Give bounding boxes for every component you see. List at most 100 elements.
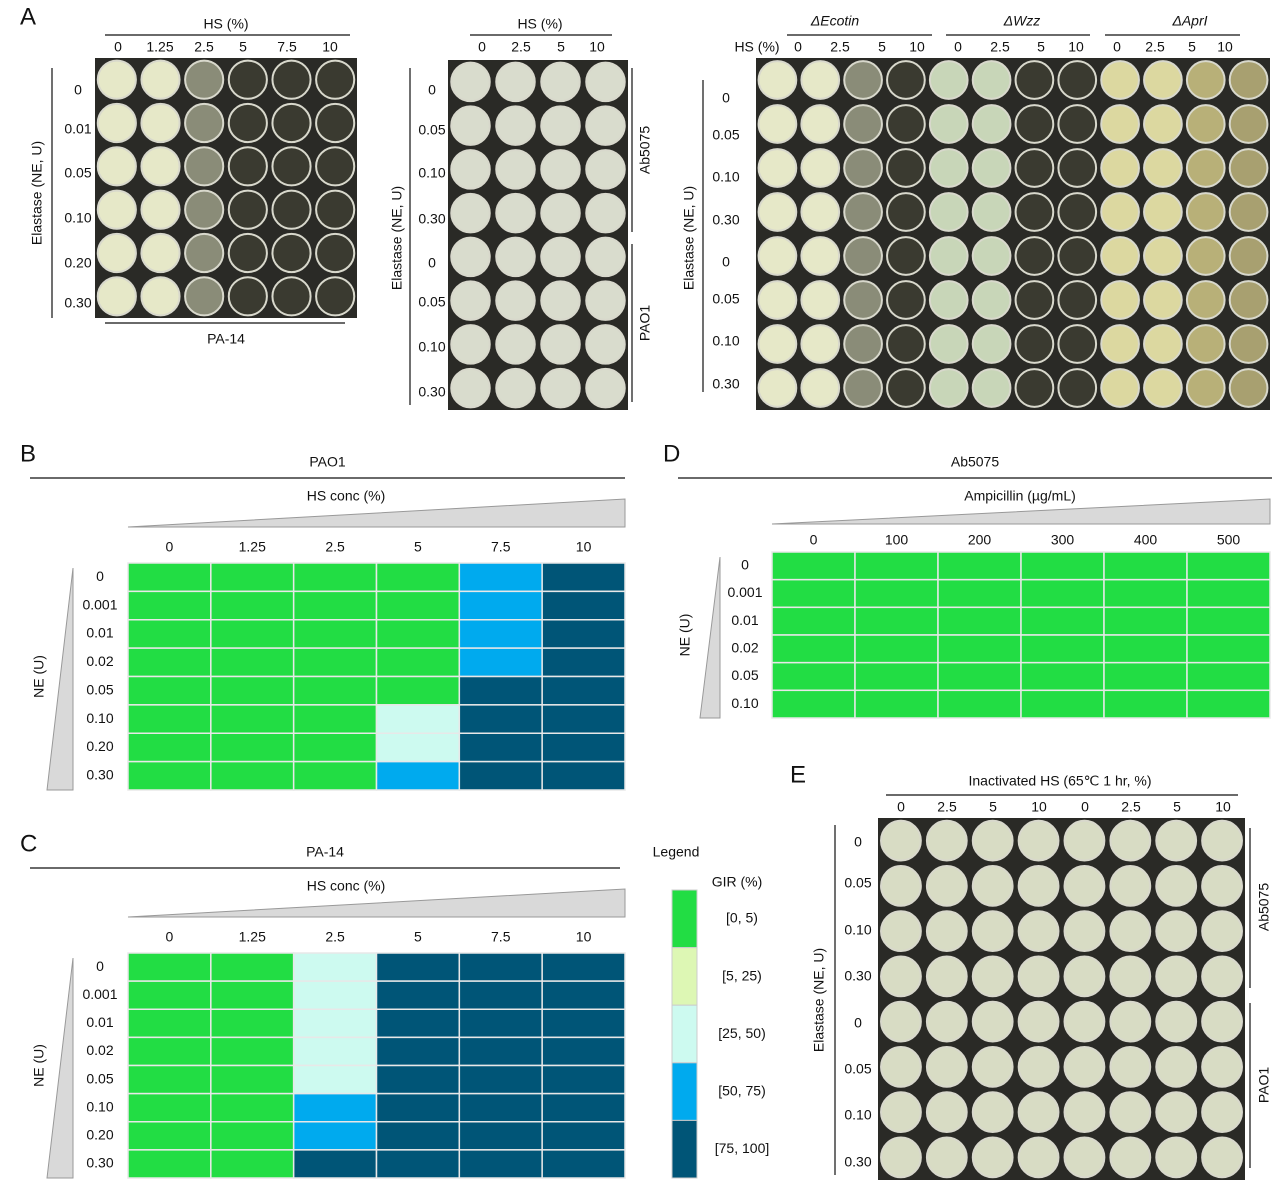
column-label: 2.5 (937, 799, 957, 815)
well (185, 277, 223, 315)
row-label: 0.30 (712, 376, 739, 392)
row-label: 0 (428, 255, 436, 271)
column-label: 100 (885, 532, 909, 548)
heatmap-cell (211, 1122, 294, 1150)
x-title: HS conc (%) (307, 878, 386, 894)
well (1019, 911, 1059, 951)
well (881, 1092, 921, 1132)
well (316, 147, 354, 185)
well (844, 193, 882, 231)
gradient-wedge (47, 568, 73, 790)
heatmap-cell (459, 733, 542, 761)
well (801, 281, 839, 319)
well (1058, 61, 1096, 99)
column-label: 0 (114, 39, 122, 55)
x-title: HS (%) (517, 16, 562, 32)
legend-label: [5, 25) (722, 967, 762, 983)
well (541, 194, 580, 233)
well (541, 369, 580, 408)
well (973, 911, 1013, 951)
well (1016, 193, 1054, 231)
column-label: 10 (1031, 799, 1047, 815)
well (1202, 821, 1242, 861)
heatmap-cell (1104, 552, 1187, 580)
column-label: 2.5 (325, 929, 345, 945)
well (586, 63, 625, 102)
gradient-wedge (700, 557, 720, 718)
heatmap-cell (542, 1037, 625, 1065)
heatmap-cell (1104, 607, 1187, 635)
heatmap-cell (459, 620, 542, 648)
well (1101, 149, 1139, 187)
panel-label: D (663, 440, 680, 467)
column-label: 400 (1134, 532, 1158, 548)
heatmap-cell (938, 580, 1021, 608)
row-label: 0.10 (418, 165, 445, 181)
row-label: 0.05 (418, 294, 445, 310)
heatmap-cell (459, 563, 542, 591)
heatmap-cell (377, 953, 460, 981)
well (1110, 1002, 1150, 1042)
column-label: 10 (1068, 39, 1084, 55)
well (973, 369, 1011, 407)
heatmap-cell (855, 635, 938, 663)
column-label: 0 (794, 39, 802, 55)
well (541, 106, 580, 145)
well (1144, 193, 1182, 231)
row-label: 0.20 (86, 738, 113, 754)
well (759, 61, 797, 99)
legend-label: [50, 75) (718, 1083, 765, 1099)
well (541, 281, 580, 320)
well (1110, 956, 1150, 996)
group-label: ΔWzz (1003, 13, 1041, 29)
well (801, 237, 839, 275)
heatmap-cell (542, 1094, 625, 1122)
well (881, 821, 921, 861)
heatmap-cell (772, 552, 855, 580)
row-label: 0.05 (418, 122, 445, 138)
well (801, 193, 839, 231)
well (1016, 369, 1054, 407)
well (844, 237, 882, 275)
well (1019, 1002, 1059, 1042)
row-label: 0.10 (86, 1098, 113, 1114)
row-label: 0.20 (86, 1127, 113, 1143)
heatmap-cell (294, 563, 377, 591)
y-title: Elastase (NE, U) (681, 186, 697, 290)
heatmap-cell (211, 733, 294, 761)
well (759, 281, 797, 319)
well (541, 150, 580, 189)
well (1144, 149, 1182, 187)
well (881, 1002, 921, 1042)
panel-label: C (20, 830, 37, 857)
heatmap-cell (938, 690, 1021, 718)
gradient-wedge (47, 958, 73, 1178)
column-label: 2.5 (194, 39, 214, 55)
well (451, 325, 490, 364)
row-label: 0.10 (64, 210, 91, 226)
well (973, 105, 1011, 143)
well (801, 325, 839, 363)
heatmap-cell (294, 1009, 377, 1037)
heatmap-cell (211, 591, 294, 619)
well (272, 147, 310, 185)
well (496, 325, 535, 364)
group-label: ΔAprI (1171, 13, 1207, 29)
well (1156, 821, 1196, 861)
well (272, 61, 310, 99)
well (98, 234, 136, 272)
well (973, 237, 1011, 275)
well (1019, 1137, 1059, 1177)
well (1187, 193, 1225, 231)
well (844, 325, 882, 363)
group-label: Ab5075 (637, 126, 653, 174)
well (844, 105, 882, 143)
well (1110, 1092, 1150, 1132)
well (973, 821, 1013, 861)
well (141, 191, 179, 229)
well (185, 191, 223, 229)
panel-label: A (20, 3, 36, 30)
well (887, 369, 925, 407)
panel-label: B (20, 440, 36, 467)
heatmap-cell (128, 1066, 211, 1094)
